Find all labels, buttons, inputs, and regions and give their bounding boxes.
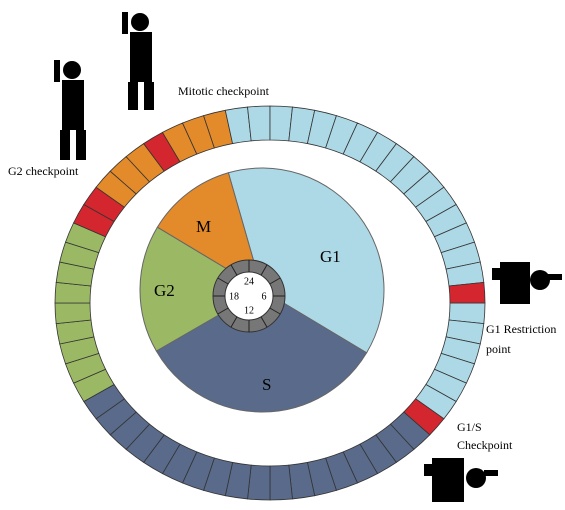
g1-s-checkpoint-label: G1/S [457, 420, 482, 434]
phase-label: M [196, 217, 211, 236]
guard-icon-g1-restriction [492, 262, 562, 304]
cell-cycle-diagram: G1 M G2 S 24 6 12 18 Mitotic checkpoint G2 che… [0, 0, 565, 510]
guard-icon-g1-s [424, 458, 498, 502]
ring-segment [55, 303, 91, 324]
ring-segment [270, 465, 292, 500]
phase-label: G1 [320, 247, 341, 266]
ring-segment [449, 282, 485, 303]
g1-restriction-label: G1 Restriction [486, 322, 556, 336]
g2-checkpoint-label: G2 checkpoint [8, 164, 79, 178]
page-body: {"checkpoints": {"mitotic": "Mitotic che… [0, 0, 565, 510]
clock-label: 6 [262, 291, 267, 302]
clock-label: 24 [244, 276, 254, 287]
phase-label: S [262, 375, 271, 394]
phase-label: G2 [154, 281, 175, 300]
clock-label: 12 [244, 305, 254, 316]
clock-ring: 24 6 12 18 [213, 260, 285, 332]
clock-label: 18 [229, 291, 239, 302]
g1-s-checkpoint-label: Checkpoint [457, 438, 513, 452]
page: body { margin: 0; background: #fff; widt… [0, 0, 565, 510]
g1-restriction-label: point [486, 342, 511, 356]
guard-icon-mitotic [122, 12, 154, 110]
guard-icon-g2 [54, 60, 86, 160]
mitotic-checkpoint-label: Mitotic checkpoint [178, 84, 270, 98]
ring-segment [248, 106, 270, 141]
